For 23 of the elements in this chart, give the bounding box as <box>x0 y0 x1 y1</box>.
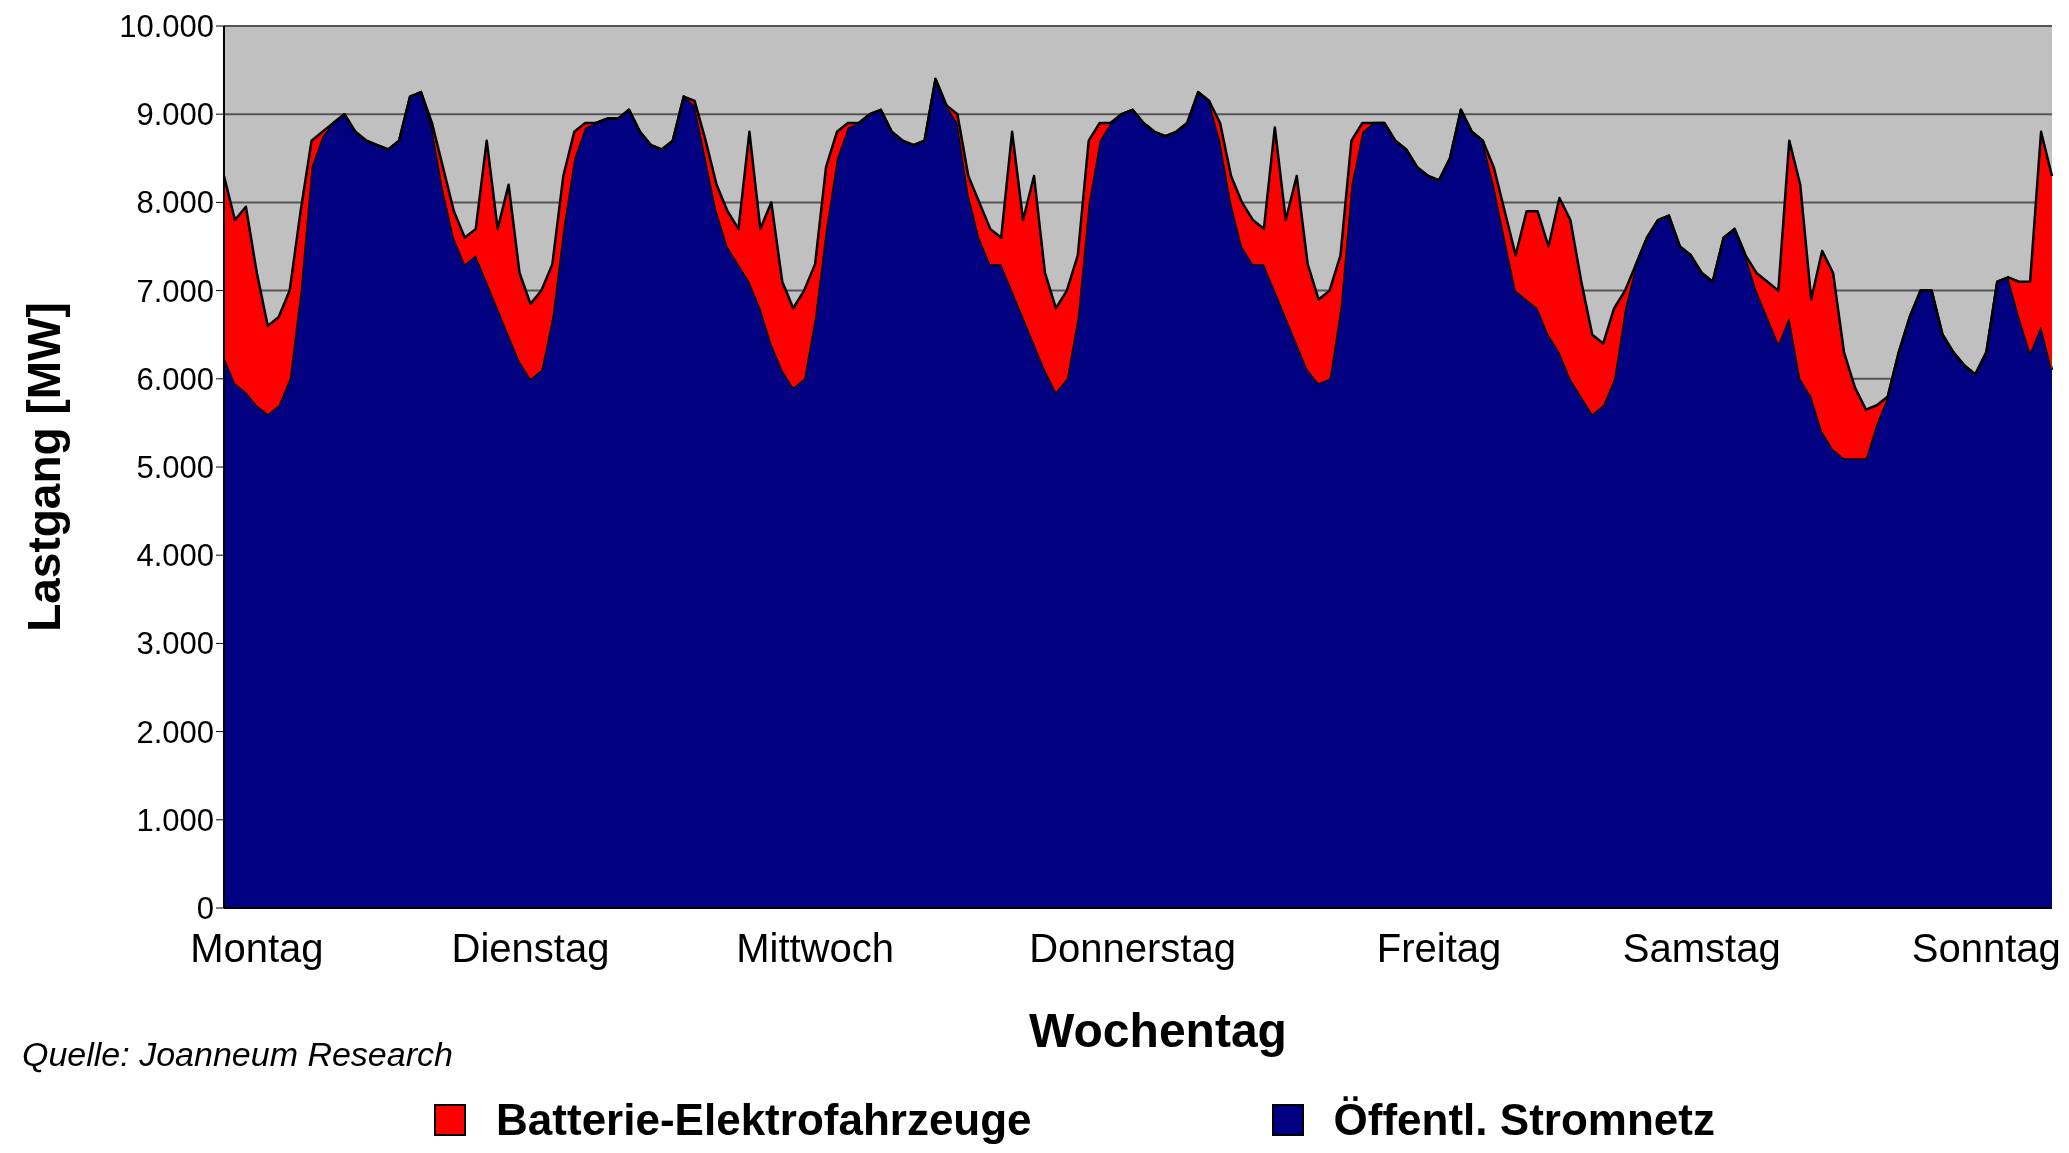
x-tick-label: Dienstag <box>451 926 610 971</box>
x-tick-label: Freitag <box>1376 926 1502 971</box>
y-tick-label: 5.000 <box>136 450 214 486</box>
y-tick-label: 1.000 <box>136 802 214 838</box>
y-tick-label: 2.000 <box>136 714 214 750</box>
legend-label: Öffentl. Stromnetz <box>1333 1095 1715 1145</box>
x-axis-title: Wochentag <box>1029 1003 1287 1058</box>
y-tick-label: 4.000 <box>136 538 214 574</box>
y-tick-label: 8.000 <box>136 185 214 221</box>
x-tick-label: Donnerstag <box>1029 926 1236 971</box>
x-tick-label: Montag <box>190 926 324 971</box>
x-tick-label: Mittwoch <box>736 926 894 971</box>
y-tick-label: 0 <box>196 891 214 927</box>
y-axis-title: Lastgang [MW] <box>17 302 71 632</box>
x-tick-label: Sonntag <box>1911 926 2061 971</box>
y-tick-label: 3.000 <box>136 626 214 662</box>
legend-label: Batterie-Elektrofahrzeuge <box>496 1095 1032 1145</box>
source-note: Quelle: Joanneum Research <box>22 1035 453 1074</box>
y-tick-label: 7.000 <box>136 273 214 309</box>
y-tick-label: 10.000 <box>119 9 214 45</box>
y-tick-label: 9.000 <box>136 97 214 133</box>
y-tick-label: 6.000 <box>136 361 214 397</box>
x-tick-label: Samstag <box>1622 926 1781 971</box>
